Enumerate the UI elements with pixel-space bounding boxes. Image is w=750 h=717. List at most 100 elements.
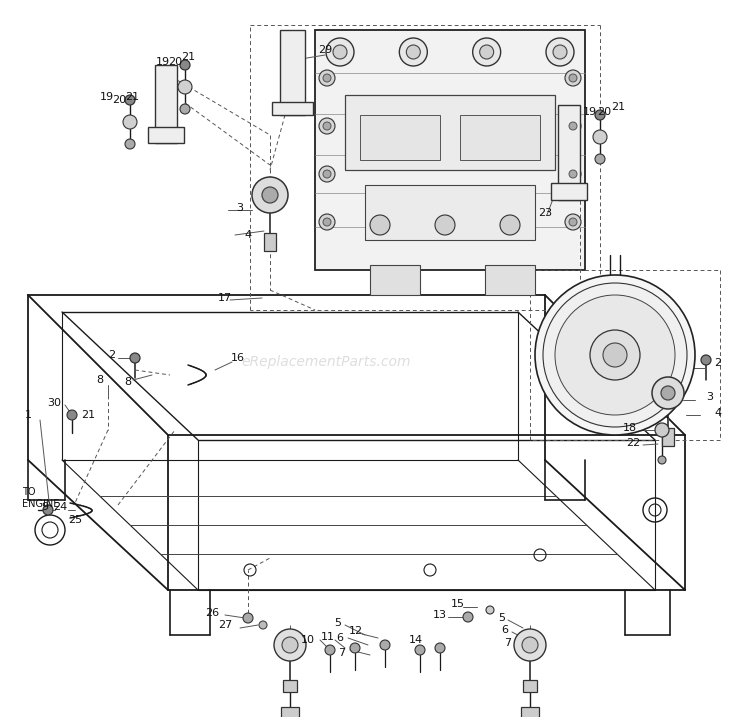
Text: 24: 24	[53, 502, 68, 512]
Text: 12: 12	[349, 626, 363, 636]
Circle shape	[319, 214, 335, 230]
Circle shape	[480, 45, 494, 59]
Text: 5: 5	[499, 613, 506, 623]
Circle shape	[435, 215, 455, 235]
Circle shape	[701, 355, 711, 365]
Bar	[360, 115, 440, 160]
Circle shape	[406, 45, 420, 59]
Circle shape	[67, 410, 77, 420]
Text: 19: 19	[583, 107, 597, 117]
Circle shape	[350, 643, 360, 653]
Circle shape	[595, 154, 605, 164]
Circle shape	[326, 38, 354, 66]
Bar	[345, 95, 555, 170]
Circle shape	[565, 70, 581, 86]
Circle shape	[595, 110, 605, 120]
Bar	[281, 707, 299, 717]
Circle shape	[435, 643, 445, 653]
Bar	[365, 185, 535, 240]
Circle shape	[252, 177, 288, 213]
Text: 27: 27	[217, 620, 232, 630]
Polygon shape	[551, 183, 587, 200]
Bar	[485, 265, 535, 295]
Text: eReplacementParts.com: eReplacementParts.com	[242, 355, 411, 369]
Polygon shape	[272, 102, 313, 115]
Text: 7: 7	[505, 638, 512, 648]
Circle shape	[463, 612, 473, 622]
Circle shape	[323, 74, 331, 82]
Circle shape	[661, 386, 675, 400]
Polygon shape	[155, 65, 177, 143]
Bar	[264, 233, 276, 251]
Circle shape	[569, 74, 577, 82]
Text: 23: 23	[538, 208, 552, 218]
Circle shape	[555, 295, 675, 415]
Text: 4: 4	[244, 230, 251, 240]
Text: 30: 30	[47, 398, 61, 408]
Bar	[523, 680, 537, 692]
Text: 13: 13	[433, 610, 447, 620]
Circle shape	[399, 38, 427, 66]
Bar	[283, 680, 297, 692]
Circle shape	[262, 187, 278, 203]
Circle shape	[553, 45, 567, 59]
Circle shape	[472, 38, 501, 66]
Circle shape	[522, 637, 538, 653]
Polygon shape	[558, 105, 580, 200]
Text: 10: 10	[301, 635, 315, 645]
Circle shape	[486, 606, 494, 614]
Circle shape	[319, 166, 335, 182]
Text: 2: 2	[109, 350, 115, 360]
Circle shape	[569, 218, 577, 226]
Text: 3: 3	[236, 203, 244, 213]
Text: 9: 9	[41, 502, 49, 512]
Text: 22: 22	[626, 438, 640, 448]
Text: 16: 16	[231, 353, 245, 363]
Text: 14: 14	[409, 635, 423, 645]
Circle shape	[125, 139, 135, 149]
Circle shape	[274, 629, 306, 661]
Text: 8: 8	[97, 375, 104, 385]
Text: 4: 4	[715, 408, 722, 418]
Text: 8: 8	[124, 377, 131, 387]
Bar	[460, 115, 540, 160]
Circle shape	[319, 70, 335, 86]
Circle shape	[590, 330, 640, 380]
Circle shape	[325, 645, 335, 655]
Bar	[521, 707, 539, 717]
Text: 5: 5	[334, 618, 341, 628]
Circle shape	[180, 60, 190, 70]
Circle shape	[535, 275, 695, 435]
Circle shape	[546, 38, 574, 66]
Text: 19: 19	[156, 57, 170, 67]
Text: 6: 6	[337, 633, 344, 643]
Circle shape	[569, 170, 577, 178]
Circle shape	[125, 95, 135, 105]
Circle shape	[178, 80, 192, 94]
Circle shape	[514, 629, 546, 661]
Circle shape	[593, 130, 607, 144]
Circle shape	[259, 621, 267, 629]
Text: 15: 15	[451, 599, 465, 609]
Circle shape	[565, 214, 581, 230]
Bar	[662, 428, 674, 446]
Circle shape	[323, 170, 331, 178]
Text: 21: 21	[611, 102, 625, 112]
Circle shape	[415, 645, 425, 655]
Circle shape	[282, 637, 298, 653]
Text: 20: 20	[112, 95, 126, 105]
Circle shape	[333, 45, 347, 59]
Circle shape	[319, 118, 335, 134]
Text: 6: 6	[502, 625, 509, 635]
Circle shape	[655, 423, 669, 437]
Circle shape	[658, 456, 666, 464]
Circle shape	[380, 640, 390, 650]
Text: 17: 17	[218, 293, 232, 303]
Bar	[370, 265, 420, 295]
Text: 1: 1	[25, 410, 32, 420]
Text: TO
ENGINE: TO ENGINE	[22, 487, 59, 509]
Text: 19: 19	[100, 92, 114, 102]
Text: 21: 21	[181, 52, 195, 62]
Text: 21: 21	[125, 92, 139, 102]
Text: 25: 25	[68, 515, 82, 525]
